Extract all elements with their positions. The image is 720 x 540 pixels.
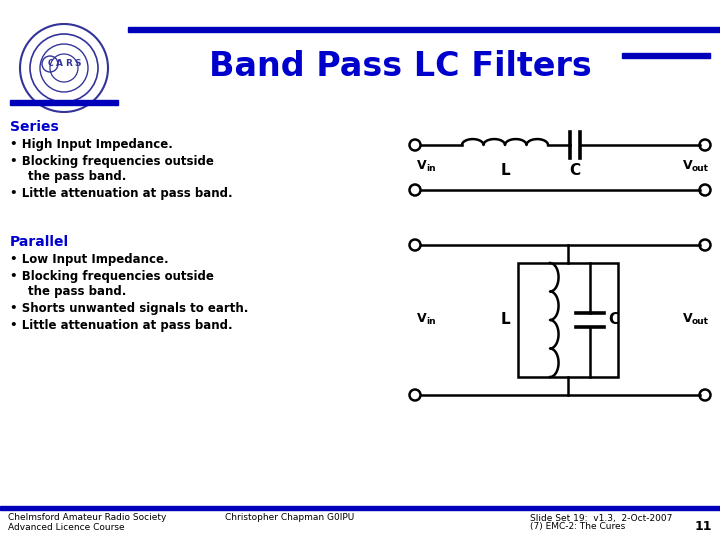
Text: A: A xyxy=(55,59,63,69)
Text: Slide Set 19:  v1.3,  2-Oct-2007: Slide Set 19: v1.3, 2-Oct-2007 xyxy=(530,514,672,523)
Text: C: C xyxy=(608,313,619,327)
Text: Christopher Chapman G0IPU: Christopher Chapman G0IPU xyxy=(225,514,355,523)
Text: R: R xyxy=(66,59,73,69)
Text: V: V xyxy=(417,159,427,172)
Text: L: L xyxy=(500,163,510,178)
Text: • Little attenuation at pass band.: • Little attenuation at pass band. xyxy=(10,187,233,200)
Text: the pass band.: the pass band. xyxy=(28,170,127,183)
Text: • Shorts unwanted signals to earth.: • Shorts unwanted signals to earth. xyxy=(10,302,248,315)
Text: 11: 11 xyxy=(695,521,712,534)
Text: the pass band.: the pass band. xyxy=(28,285,127,298)
Bar xyxy=(128,27,720,32)
Text: • Blocking frequencies outside: • Blocking frequencies outside xyxy=(10,270,214,283)
Text: V: V xyxy=(683,159,693,172)
Text: • Low Input Impedance.: • Low Input Impedance. xyxy=(10,253,168,266)
Text: Parallel: Parallel xyxy=(10,235,69,249)
Bar xyxy=(10,100,118,105)
Text: • Blocking frequencies outside: • Blocking frequencies outside xyxy=(10,155,214,168)
Text: Advanced Licence Course: Advanced Licence Course xyxy=(8,523,125,531)
Text: out: out xyxy=(692,164,709,173)
Text: V: V xyxy=(417,312,427,325)
Text: • Little attenuation at pass band.: • Little attenuation at pass band. xyxy=(10,319,233,332)
Text: V: V xyxy=(683,312,693,325)
Text: • High Input Impedance.: • High Input Impedance. xyxy=(10,138,173,151)
Text: L: L xyxy=(500,313,510,327)
Text: Series: Series xyxy=(10,120,59,134)
Bar xyxy=(622,53,710,58)
Text: (7) EMC-2: The Cures: (7) EMC-2: The Cures xyxy=(530,523,625,531)
Text: out: out xyxy=(692,316,709,326)
Bar xyxy=(0,506,720,510)
Text: in: in xyxy=(426,164,436,173)
Text: in: in xyxy=(426,316,436,326)
Text: C: C xyxy=(570,163,580,178)
Text: Chelmsford Amateur Radio Society: Chelmsford Amateur Radio Society xyxy=(8,514,166,523)
Text: C: C xyxy=(48,59,53,69)
Bar xyxy=(518,263,618,377)
Text: Band Pass LC Filters: Band Pass LC Filters xyxy=(209,51,591,84)
Text: S: S xyxy=(75,59,81,69)
